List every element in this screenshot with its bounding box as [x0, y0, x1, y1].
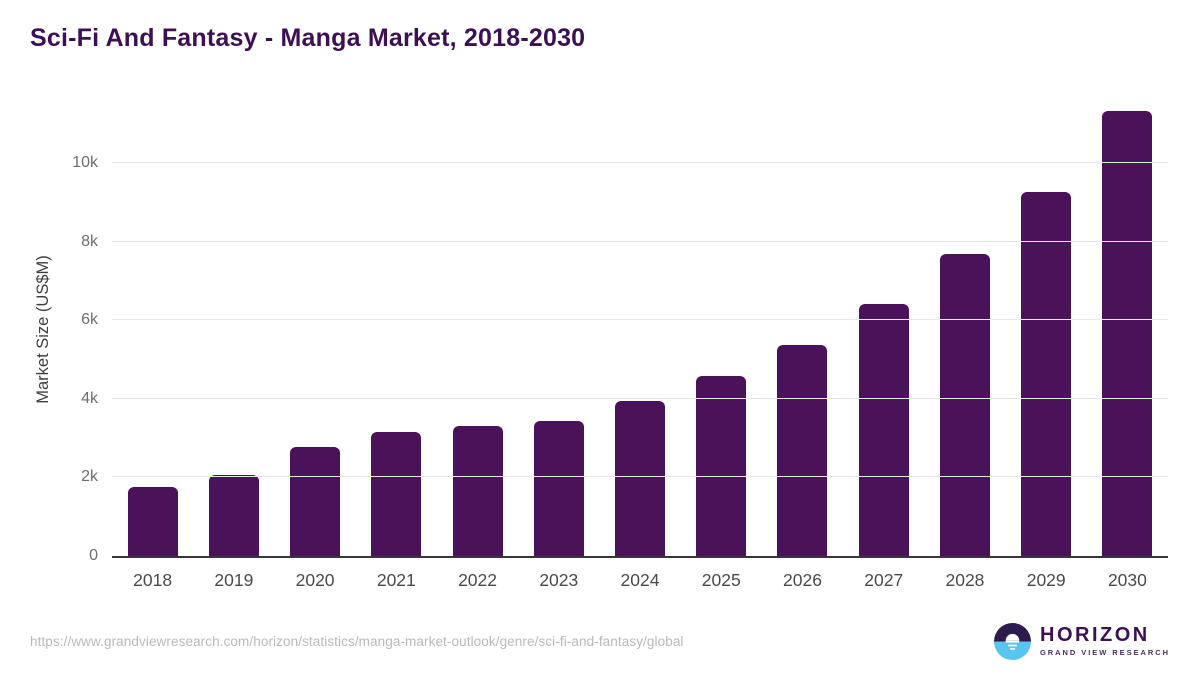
- gridline-6k: [112, 319, 1168, 321]
- bar-column-2022: [437, 100, 518, 556]
- bar-column-2023: [518, 100, 599, 556]
- bar-column-2021: [356, 100, 437, 556]
- bar-2023[interactable]: [533, 420, 584, 556]
- bar-2026[interactable]: [777, 345, 828, 556]
- bar-column-2024: [599, 100, 680, 556]
- gridline-10k: [112, 162, 1168, 164]
- x-tick-label-2019: 2019: [214, 570, 254, 590]
- bar-2028[interactable]: [939, 254, 990, 556]
- bar-2024[interactable]: [615, 400, 666, 556]
- bar-2022[interactable]: [452, 426, 503, 556]
- x-tick-label-2024: 2024: [620, 570, 660, 590]
- horizon-logo-name: HORIZON: [1040, 624, 1150, 646]
- y-tick-label-2k: 2k: [81, 468, 98, 486]
- y-tick-label-8k: 8k: [81, 232, 98, 250]
- horizon-logo-icon: [994, 622, 1032, 660]
- x-tick-label-2028: 2028: [945, 570, 985, 590]
- bar-2018[interactable]: [127, 486, 178, 556]
- x-tick-label-2018: 2018: [133, 570, 173, 590]
- x-tick-label-2025: 2025: [701, 570, 741, 590]
- bar-2020[interactable]: [290, 447, 341, 556]
- chart-title: Sci-Fi And Fantasy - Manga Market, 2018-…: [30, 24, 586, 52]
- x-tick-label-2029: 2029: [1026, 570, 1066, 590]
- bars-container: [112, 100, 1168, 556]
- x-tick-label-2026: 2026: [783, 570, 822, 590]
- x-tick-label-2022: 2022: [458, 570, 498, 590]
- y-tick-label-0: 0: [89, 547, 98, 564]
- x-tick-label-2023: 2023: [539, 570, 579, 590]
- horizon-logo: HORIZON GRAND VIEW RESEARCH: [994, 622, 1170, 660]
- bar-column-2025: [681, 100, 762, 556]
- x-tick-label-2027: 2027: [864, 570, 904, 590]
- bar-2029[interactable]: [1021, 191, 1072, 556]
- bar-2019[interactable]: [208, 475, 259, 556]
- bar-column-2020: [274, 100, 355, 556]
- gridline-4k: [112, 397, 1168, 399]
- x-axis-labels: 2018 2019 2020 2021 2022 2023 2024 2025 2026 2027…: [112, 562, 1168, 591]
- x-tick-label-2020: 2020: [295, 570, 335, 590]
- bar-2025[interactable]: [696, 375, 747, 556]
- bar-column-2028: [924, 100, 1005, 556]
- y-tick-label-10k: 10k: [72, 154, 98, 172]
- x-tick-label-2021: 2021: [376, 570, 416, 590]
- y-axis-label-wrap: Market Size (US$M): [26, 100, 60, 558]
- bar-2030[interactable]: [1102, 111, 1153, 556]
- bar-column-2030: [1087, 100, 1168, 556]
- bar-2027[interactable]: [858, 304, 909, 556]
- y-tick-label-6k: 6k: [81, 311, 98, 329]
- footer: https://www.grandviewresearch.com/horizo…: [0, 615, 1200, 675]
- bar-column-2026: [762, 100, 843, 556]
- bar-column-2019: [193, 100, 274, 556]
- source-url: https://www.grandviewresearch.com/horizo…: [30, 633, 684, 649]
- y-tick-label-4k: 4k: [81, 389, 98, 407]
- bar-2021[interactable]: [371, 431, 422, 556]
- bar-column-2018: [112, 100, 193, 556]
- x-tick-label-2030: 2030: [1107, 570, 1147, 590]
- gridline-2k: [112, 476, 1168, 478]
- bar-column-2029: [1006, 100, 1087, 556]
- plot-area: 0 2k 4k 6k 8k 10k: [72, 100, 1168, 564]
- horizon-logo-subtitle: GRAND VIEW RESEARCH: [1040, 648, 1170, 657]
- gridline-8k: [112, 240, 1168, 242]
- bar-column-2027: [843, 100, 924, 556]
- y-axis-label: Market Size (US$M): [33, 254, 52, 404]
- horizon-logo-text: HORIZON GRAND VIEW RESEARCH: [1040, 624, 1170, 658]
